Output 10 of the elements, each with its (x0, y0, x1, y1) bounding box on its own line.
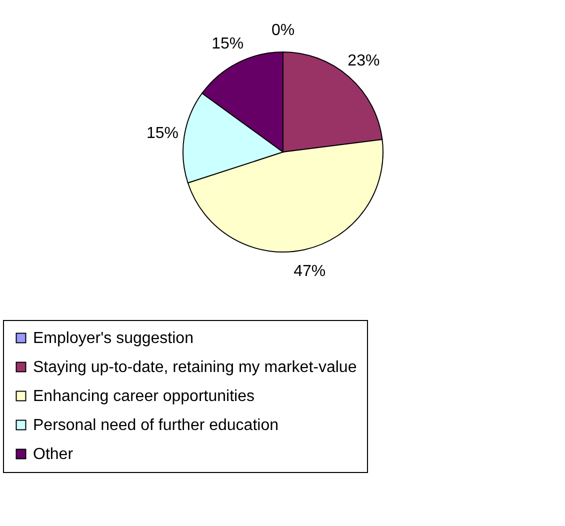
data-label: 15% (212, 35, 244, 52)
legend-label: Enhancing career opportunities (33, 388, 254, 405)
text: 0% (271, 22, 295, 39)
data-label: 15% (146, 124, 179, 142)
legend-label: Staying up-to-date, retaining my market-value (33, 359, 357, 376)
legend-label: Employer's suggestion (33, 330, 194, 347)
legend-label: Other (33, 446, 74, 463)
data-label: 23% (348, 52, 380, 70)
data-label: 47% (294, 263, 326, 280)
legend-label: Personal need of further education (33, 417, 278, 434)
